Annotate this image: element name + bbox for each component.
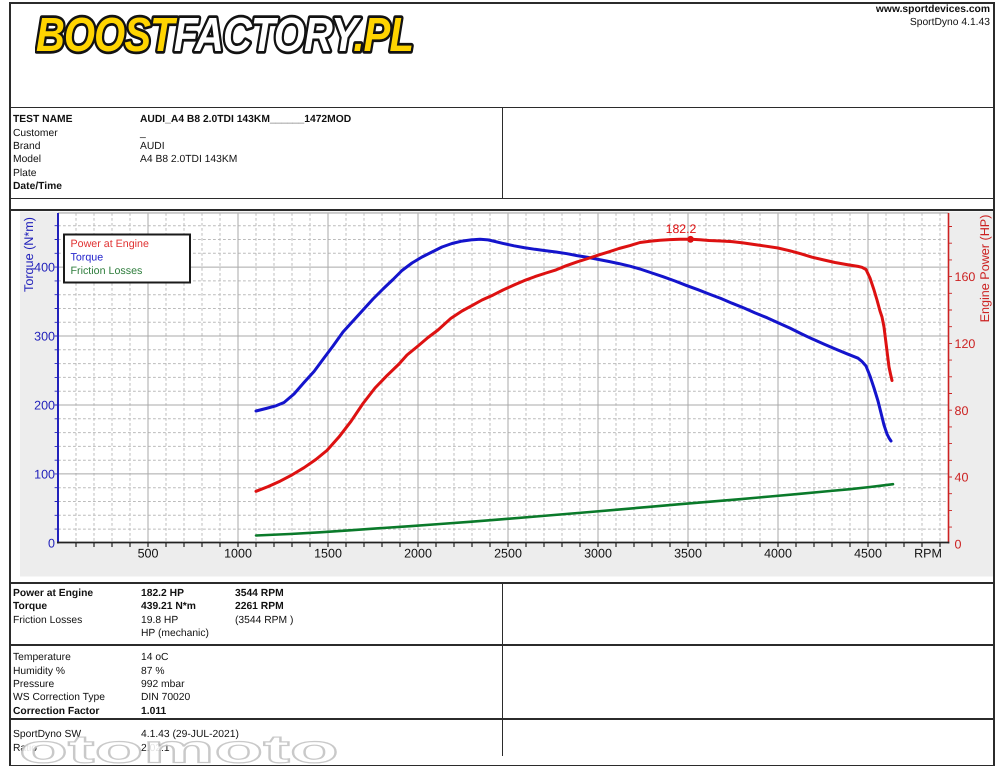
svg-text:1500: 1500 <box>314 547 342 561</box>
svg-text:2500: 2500 <box>494 547 522 561</box>
svg-text:3500: 3500 <box>674 547 702 561</box>
svg-text:40: 40 <box>955 471 969 485</box>
svg-text:Torque (N*m): Torque (N*m) <box>22 217 36 292</box>
svg-text:200: 200 <box>34 398 55 412</box>
svg-text:400: 400 <box>34 261 55 275</box>
svg-text:80: 80 <box>955 404 969 418</box>
svg-text:300: 300 <box>34 329 55 343</box>
svg-text:Friction Losses: Friction Losses <box>71 265 143 277</box>
svg-text:182.2: 182.2 <box>666 222 697 236</box>
svg-text:1000: 1000 <box>224 547 252 561</box>
svg-text:BOOSTFACTORY.PL: BOOSTFACTORY.PL <box>36 11 413 57</box>
svg-text:Power at Engine: Power at Engine <box>71 238 149 250</box>
svg-text:otomoto: otomoto <box>19 729 339 769</box>
svg-text:Engine Power (HP): Engine Power (HP) <box>978 215 992 323</box>
svg-text:0: 0 <box>48 536 55 550</box>
svg-text:4500: 4500 <box>854 547 882 561</box>
svg-text:100: 100 <box>34 467 55 481</box>
svg-text:2000: 2000 <box>404 547 432 561</box>
svg-text:500: 500 <box>138 547 159 561</box>
svg-text:120: 120 <box>955 337 976 351</box>
svg-text:0: 0 <box>955 537 962 551</box>
svg-text:3000: 3000 <box>584 547 612 561</box>
svg-text:160: 160 <box>955 270 976 284</box>
svg-text:RPM: RPM <box>914 547 942 561</box>
svg-text:Torque: Torque <box>71 252 104 264</box>
svg-text:4000: 4000 <box>764 547 792 561</box>
